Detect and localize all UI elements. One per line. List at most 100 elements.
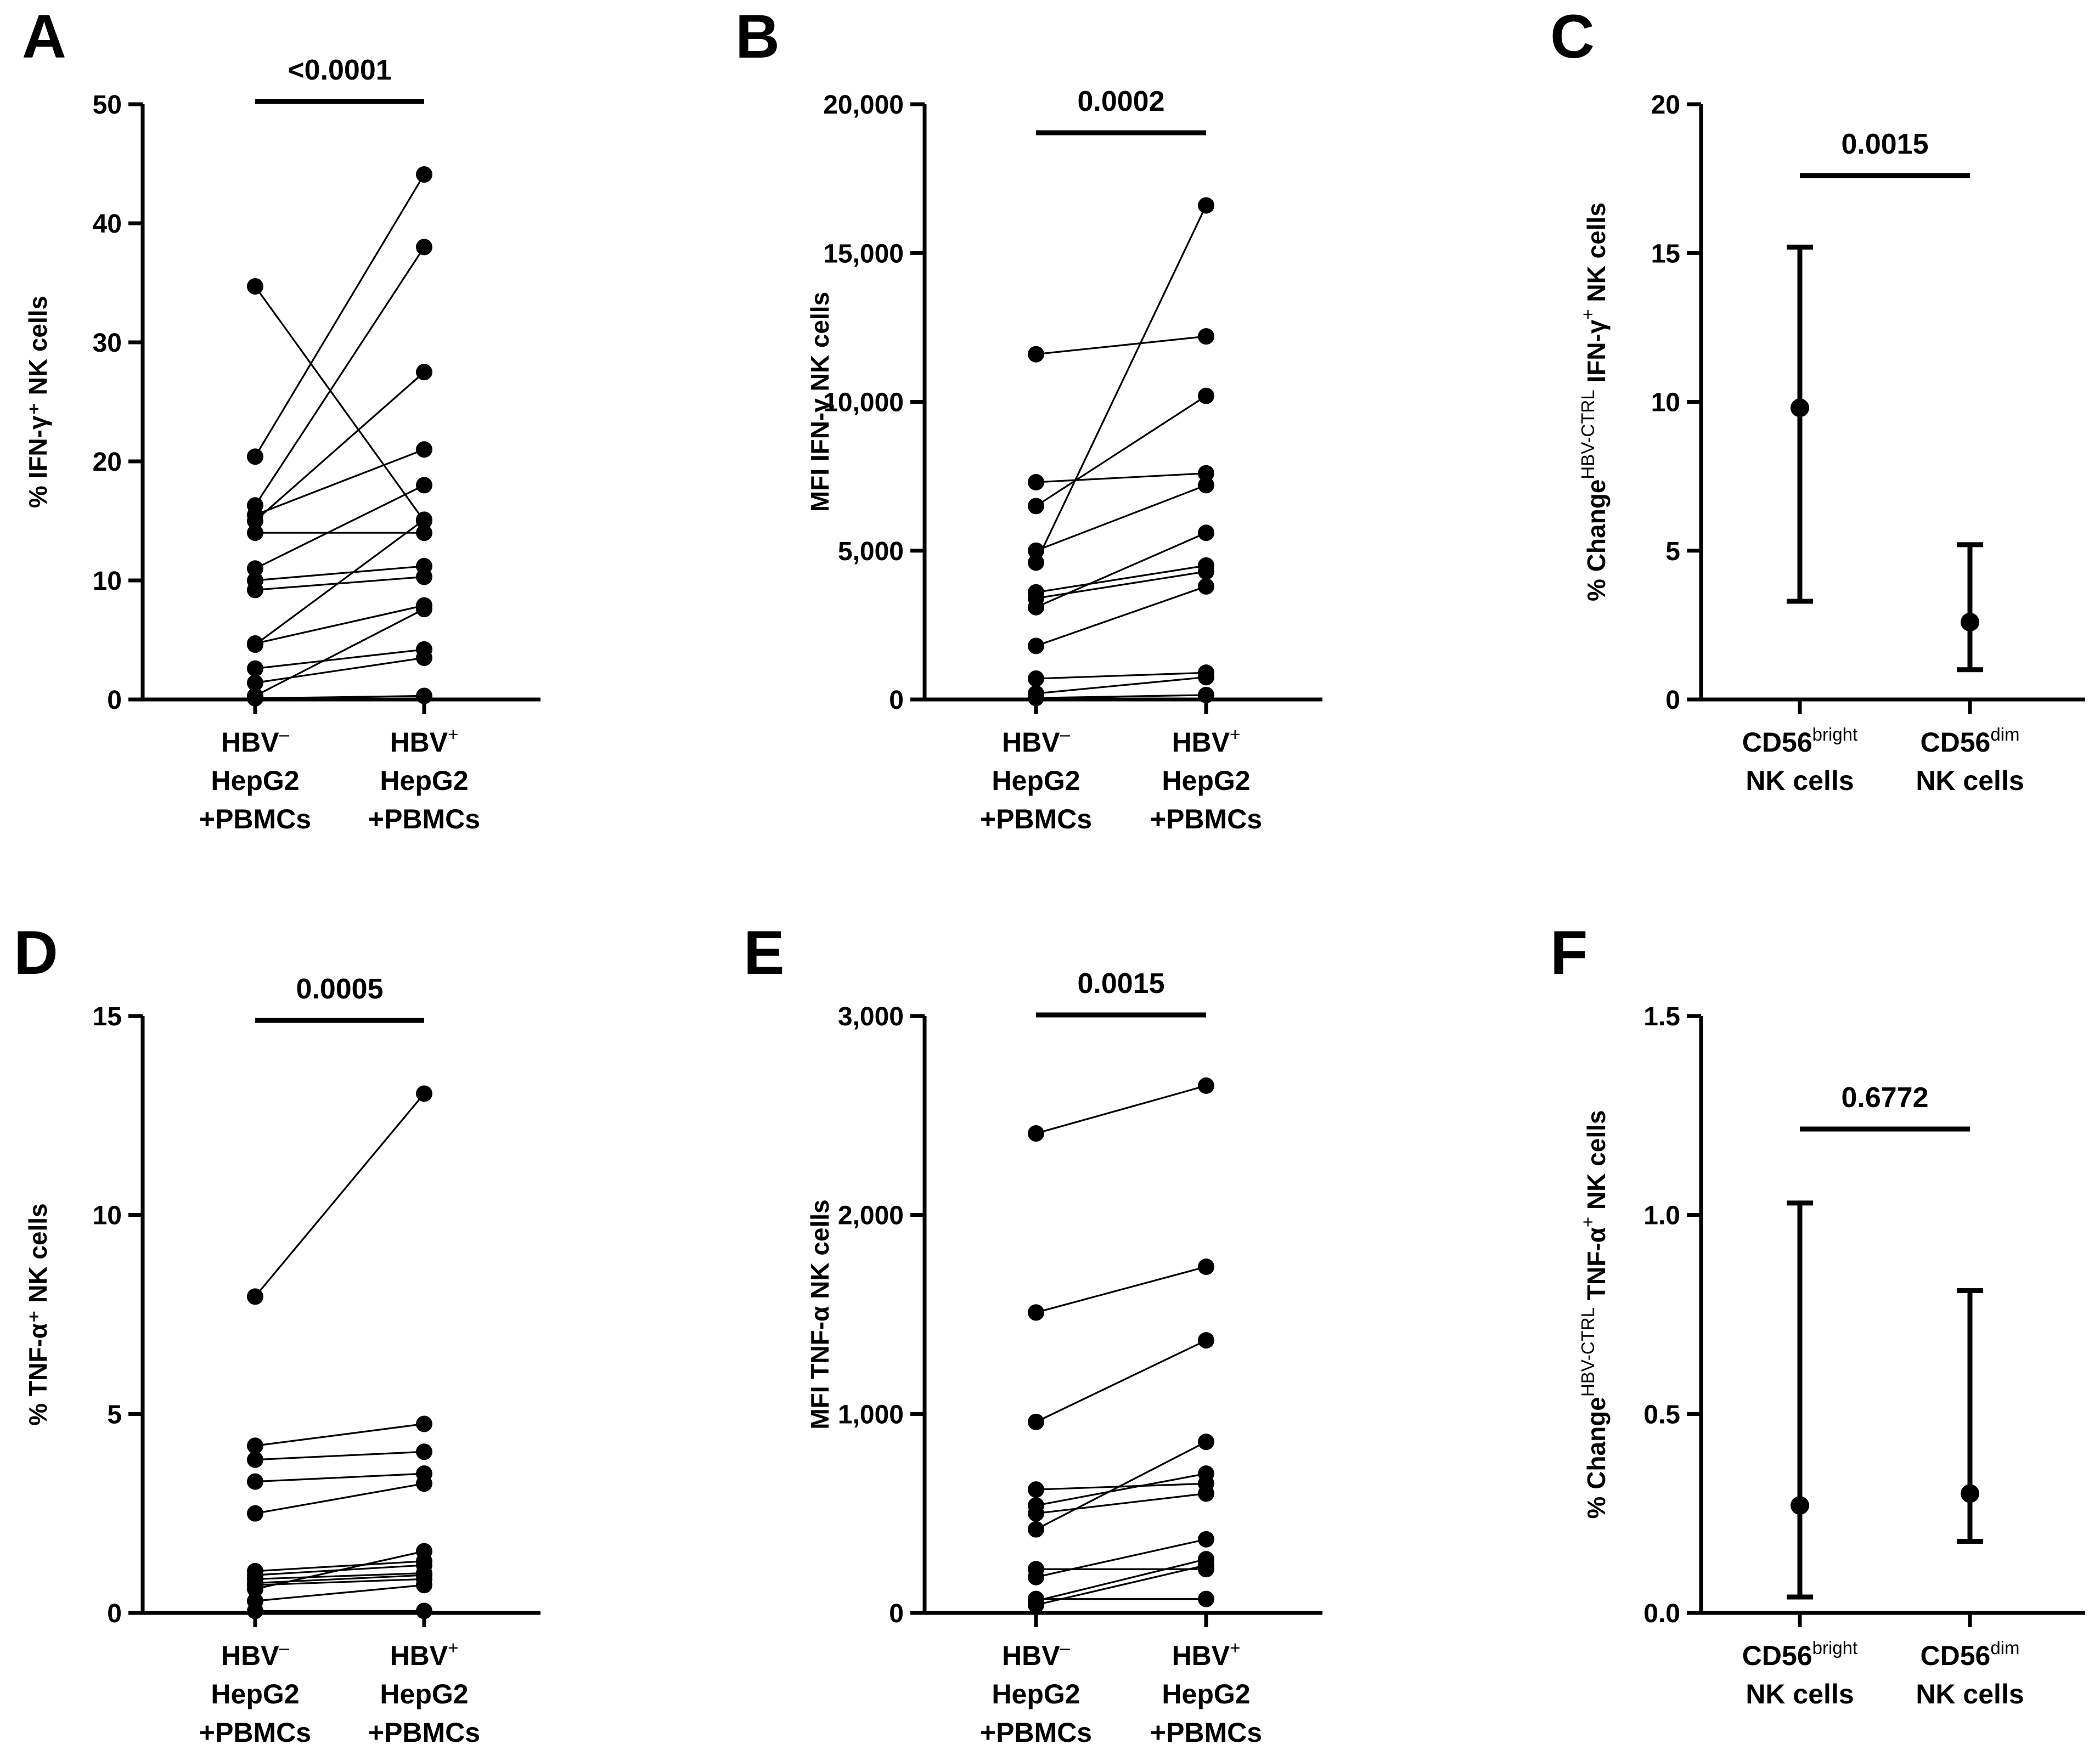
p-value: 0.0002 (1077, 86, 1164, 117)
category-line2: HepG2 (1162, 765, 1250, 796)
data-point (1028, 554, 1044, 571)
paired-line (1035, 532, 1207, 608)
category-main: HBV (1002, 1640, 1060, 1671)
paired-line (1035, 1538, 1207, 1578)
category-line3: +PBMCs (199, 1717, 311, 1748)
panel-label: C (1550, 2, 1595, 71)
y-axis-title-sup: HBV-CTRL (1578, 1307, 1598, 1397)
paired-line (255, 575, 425, 591)
data-point (1028, 346, 1044, 363)
panel-label: D (14, 918, 58, 987)
data-point (1198, 686, 1214, 703)
y-tick-label: 0 (1665, 686, 1680, 715)
y-tick-label: 10 (93, 1201, 122, 1231)
paired-line (1035, 694, 1207, 699)
y-tick-label: 2,000 (838, 1201, 904, 1231)
paired-line (1035, 395, 1207, 507)
data-point (416, 1602, 432, 1619)
paired-line (1035, 1558, 1207, 1602)
data-point (1028, 1590, 1044, 1607)
category-label: HBV– (221, 724, 290, 758)
data-point (416, 511, 432, 528)
data-point (1028, 1568, 1044, 1585)
category-line3: +PBMCs (368, 804, 480, 834)
mean-point (1791, 398, 1809, 417)
paired-line (255, 1578, 425, 1586)
data-point (247, 636, 263, 653)
category-line2: NK cells (1916, 1679, 2024, 1709)
paired-line (255, 1472, 425, 1483)
data-point (416, 1085, 432, 1102)
y-axis-title-text: % TNF-α⁺ NK cells (24, 1203, 52, 1425)
y-tick-label: 10,000 (823, 388, 904, 417)
paired-line (254, 1093, 425, 1297)
paired-line (1035, 585, 1207, 647)
paired-line (254, 286, 425, 522)
y-tick-label: 20 (1651, 91, 1680, 120)
data-point (247, 690, 263, 707)
panel-label: B (735, 2, 780, 71)
paired-line (255, 519, 425, 646)
category-line2: HepG2 (380, 765, 468, 796)
y-axis-title-sup: HBV-CTRL (1578, 390, 1598, 479)
data-point (416, 166, 432, 183)
data-point (1198, 1531, 1214, 1548)
data-point (247, 582, 263, 599)
paired-line (255, 605, 425, 645)
y-tick-label: 0.5 (1643, 1400, 1680, 1429)
paired-line (1035, 676, 1207, 695)
category-line2: NK cells (1746, 765, 1854, 796)
category-line3: +PBMCs (368, 1717, 480, 1748)
mean-point (1961, 612, 1979, 631)
category-superscript: – (1060, 724, 1071, 744)
category-line2: NK cells (1916, 765, 2024, 796)
y-tick-label: 3,000 (838, 1002, 904, 1031)
data-point (1028, 1481, 1044, 1498)
p-value: 0.6772 (1841, 1082, 1928, 1114)
mean-point (1961, 1484, 1979, 1503)
data-point (416, 687, 432, 704)
category-superscript: dim (1990, 1638, 2019, 1658)
data-point (1198, 477, 1214, 494)
y-axis-title-rest: TNF-α (1582, 1227, 1611, 1307)
data-point (416, 239, 432, 256)
category-line2: HepG2 (380, 1679, 468, 1709)
data-point (1028, 498, 1044, 515)
data-point (1198, 578, 1214, 595)
data-point (416, 1577, 432, 1594)
category-line3: +PBMCs (1150, 1717, 1262, 1748)
category-label: HBV+ (1172, 1638, 1241, 1671)
data-point (247, 1602, 263, 1619)
category-label: HBV+ (390, 724, 459, 758)
y-tick-label: 1.5 (1643, 1002, 1680, 1031)
category-main: HBV (1172, 1640, 1230, 1671)
paired-line (1035, 484, 1207, 552)
paired-line (1035, 671, 1207, 680)
p-value: <0.0001 (288, 54, 391, 86)
data-point (1028, 690, 1044, 707)
y-axis-title: MFI TNF-α NK cells (806, 1199, 834, 1429)
category-line3: +PBMCs (980, 1717, 1092, 1748)
data-point (1198, 1556, 1214, 1573)
y-tick-label: 0 (889, 1599, 904, 1628)
data-point (1198, 387, 1214, 404)
p-value: 0.0015 (1841, 128, 1928, 160)
y-tick-label: 10 (93, 567, 122, 596)
paired-line (255, 448, 425, 516)
data-point (247, 278, 263, 295)
y-tick-label: 30 (93, 329, 122, 358)
y-tick-label: 20,000 (823, 91, 904, 120)
data-point (416, 524, 432, 541)
category-main: HBV (390, 727, 448, 758)
paired-line (254, 246, 425, 506)
paired-line (255, 657, 425, 684)
data-point (416, 568, 432, 585)
data-point (247, 1473, 263, 1490)
data-point (1198, 1077, 1214, 1094)
data-point (247, 1581, 263, 1598)
data-point (1028, 1125, 1044, 1142)
y-axis-title-main: % Change (1582, 479, 1611, 601)
category-main: HBV (221, 727, 279, 758)
paired-line (1035, 1085, 1207, 1135)
y-tick-label: 1.0 (1643, 1201, 1680, 1231)
